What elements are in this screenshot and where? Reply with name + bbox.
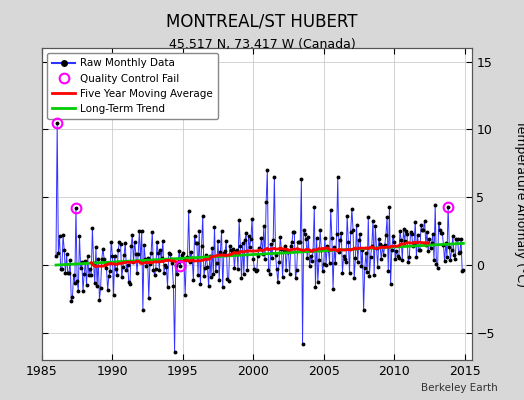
Legend: Raw Monthly Data, Quality Control Fail, Five Year Moving Average, Long-Term Tren: Raw Monthly Data, Quality Control Fail, …	[47, 53, 219, 119]
Text: MONTREAL/ST HUBERT: MONTREAL/ST HUBERT	[166, 12, 358, 30]
Text: Berkeley Earth: Berkeley Earth	[421, 383, 498, 393]
Text: 45.517 N, 73.417 W (Canada): 45.517 N, 73.417 W (Canada)	[169, 38, 355, 51]
Y-axis label: Temperature Anomaly (°C): Temperature Anomaly (°C)	[515, 120, 524, 288]
